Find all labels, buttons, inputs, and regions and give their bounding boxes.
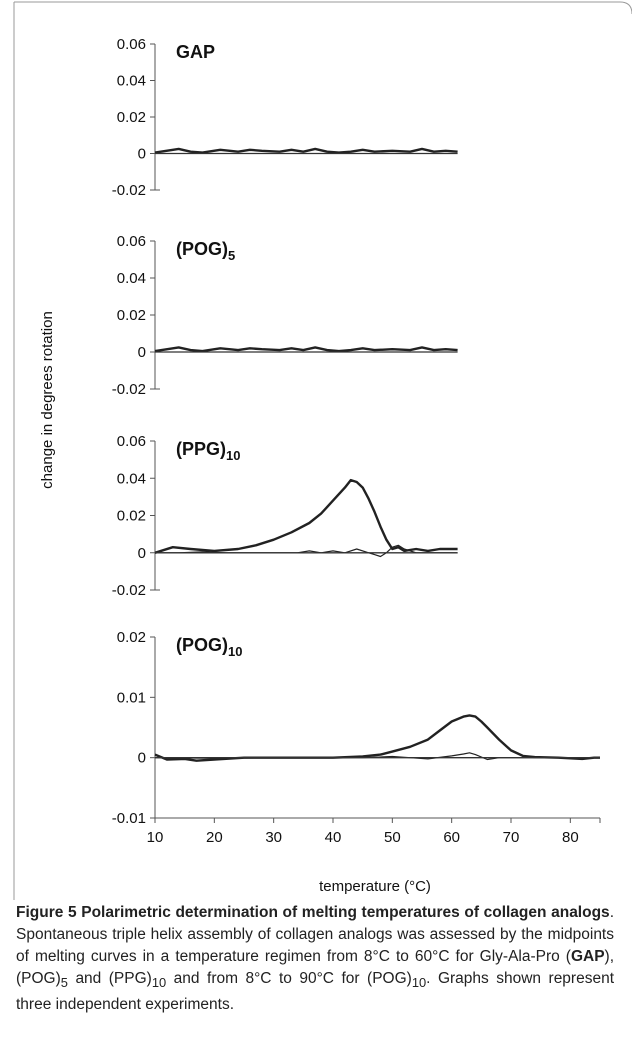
- y-tick-label: 0: [138, 545, 146, 562]
- x-tick-label: 40: [325, 829, 342, 846]
- x-tick-label: 60: [443, 829, 460, 846]
- caption-body-3: and (PPG): [67, 970, 152, 987]
- caption-body-1: . Spontaneous triple helix assembly of c…: [16, 904, 614, 965]
- y-tick-label: 0.06: [117, 36, 146, 53]
- caption-sub-5: 5: [60, 975, 68, 991]
- caption-gap: GAP: [570, 948, 605, 965]
- y-tick-label: -0.02: [112, 582, 146, 599]
- y-tick-label: 0.04: [117, 470, 146, 487]
- x-tick-label: 70: [503, 829, 520, 846]
- y-tick-label: 0.06: [117, 433, 146, 450]
- caption-body-5: . Graphs shown represent three independe…: [16, 970, 615, 1014]
- series-line: [154, 714, 600, 762]
- panel-gap: 0.06 0.04 0.02 0 -0.02 GAP: [112, 36, 458, 199]
- y-tick-label: 0.02: [117, 307, 146, 324]
- y-tick-label: 0.02: [117, 109, 146, 126]
- panel-title: (PPG)10: [176, 439, 240, 463]
- x-tick-label: 10: [147, 829, 164, 846]
- x-tick-label: 30: [265, 829, 282, 846]
- y-tick-label: 0: [138, 344, 146, 361]
- y-tick-label: -0.02: [112, 381, 146, 398]
- panel-title: GAP: [176, 42, 215, 62]
- panel-title: (POG)10: [176, 635, 242, 659]
- y-tick-label: 0: [138, 146, 146, 163]
- y-tick-label: 0.02: [117, 629, 146, 646]
- y-tick-label: 0.02: [117, 508, 146, 525]
- y-tick-label: 0.04: [117, 270, 146, 287]
- x-tick-label: 80: [562, 829, 579, 846]
- y-tick-label: -0.01: [112, 810, 146, 827]
- caption-body-4: and from 8°C to 90°C for (POG): [166, 970, 412, 987]
- x-tick-label: 20: [206, 829, 223, 846]
- y-tick-label: 0.06: [117, 233, 146, 250]
- y-tick-label: -0.02: [112, 182, 146, 199]
- series-line: [154, 346, 458, 353]
- y-tick-label: 0: [138, 750, 146, 767]
- frame-corner: [14, 1, 632, 15]
- figure-caption: Figure 5 Polarimetric determination of m…: [16, 902, 614, 1016]
- series-line: [154, 478, 458, 554]
- x-tick-label: 50: [384, 829, 401, 846]
- caption-sub-10a: 10: [151, 975, 167, 991]
- y-tick-label: 0.04: [117, 73, 146, 90]
- x-axis-title: temperature (°C): [319, 878, 431, 895]
- caption-sub-10b: 10: [411, 975, 427, 991]
- figure-charts: 0.06 0.04 0.02 0 -0.02 GAP 0.06 0.04 0.02 0 -0.02…: [13, 1, 632, 900]
- caption-body-2: ), (POG): [16, 948, 614, 987]
- caption-title: Figure 5 Polarimetric determination of m…: [16, 904, 610, 921]
- panel-title: (POG)5: [176, 239, 235, 263]
- y-tick-label: 0.01: [117, 689, 146, 706]
- panel-ppg10: 0.06 0.04 0.02 0 -0.02 (PPG)10: [112, 433, 458, 599]
- panel-pog5: 0.06 0.04 0.02 0 -0.02 (POG)5: [112, 233, 458, 398]
- series-line: [154, 147, 458, 154]
- y-axis-title: change in degrees rotation: [39, 311, 56, 489]
